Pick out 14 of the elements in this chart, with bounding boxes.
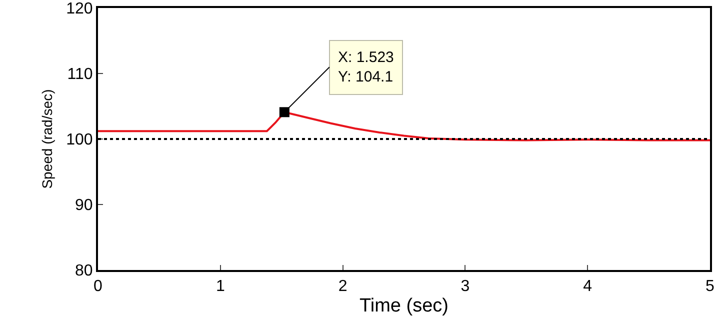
x-axis-title: Time (sec): [359, 296, 449, 316]
y-tick-label: 120: [66, 0, 93, 18]
y-tick-label: 90: [75, 197, 93, 214]
x-tick-label: 5: [706, 278, 715, 296]
x-tick-label: 4: [583, 278, 592, 296]
annotation: X: 1.523 Y: 104.1: [338, 49, 394, 86]
y-axis-title: Speed (rad/sec): [39, 89, 56, 189]
y-tick-label: 110: [67, 66, 93, 84]
y-tick-label: 80: [75, 262, 93, 280]
x-tick-label: 0: [94, 278, 103, 296]
x-tick-label: 2: [338, 278, 348, 296]
x-tick-label: 3: [460, 278, 470, 296]
x-tick-label: 1: [216, 278, 225, 296]
y-tick-label: 100: [66, 132, 93, 149]
